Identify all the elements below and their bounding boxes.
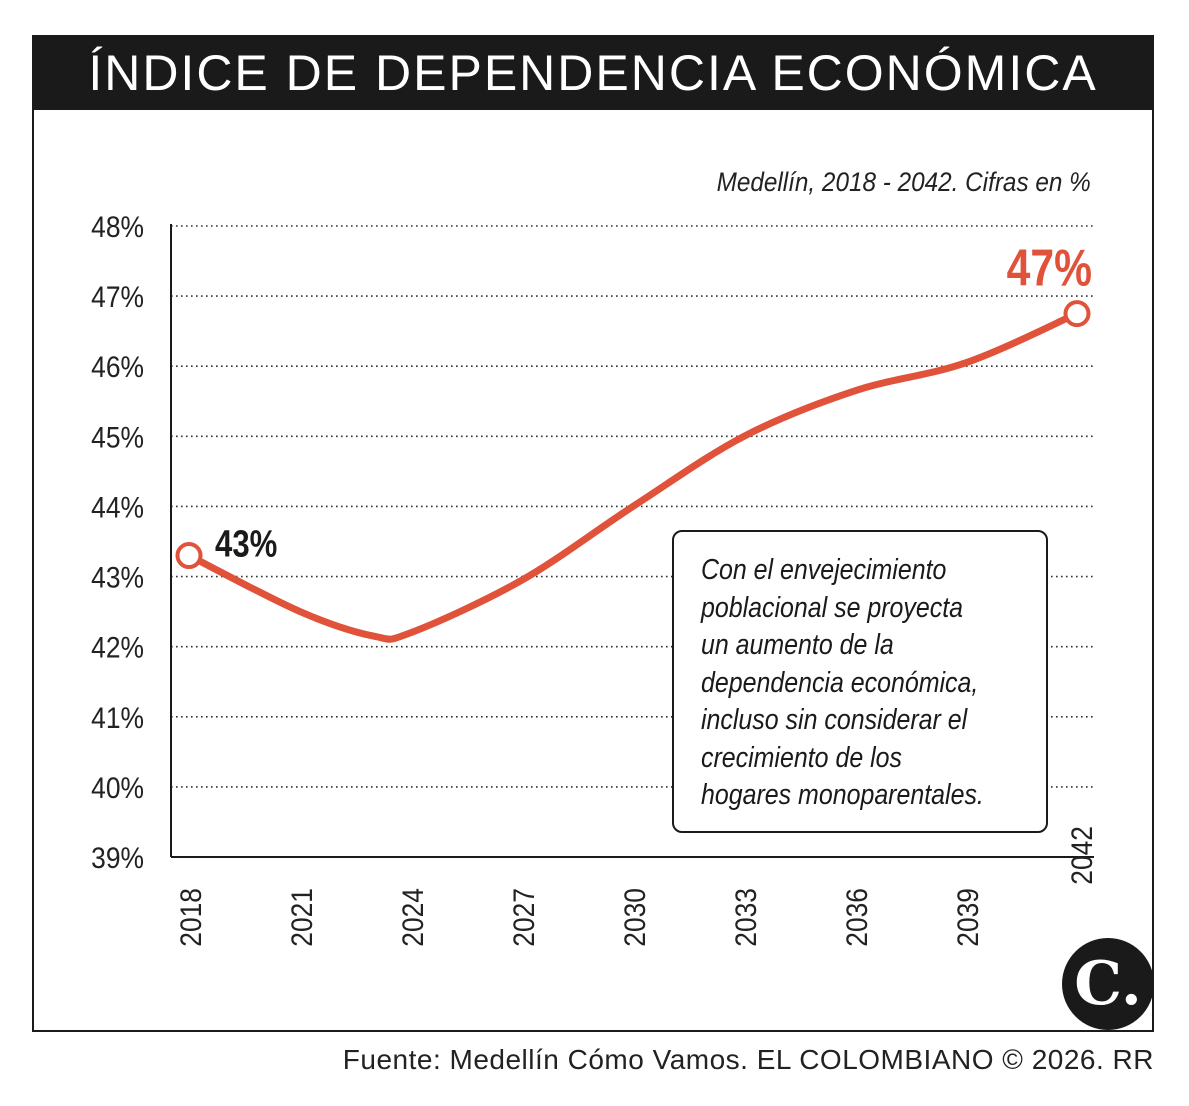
chart-subtitle: Medellín, 2018 - 2042. Cifras en % (716, 167, 1091, 197)
x-tick-label: 2018 (173, 888, 207, 947)
x-tick-labels: 2018 2021 2024 2027 2030 2033 2036 2039 2042 (173, 826, 1098, 947)
chart-title: ÍNDICE DE DEPENDENCIA ECONÓMICA (32, 35, 1154, 110)
y-tick-label: 42% (91, 630, 144, 664)
annotation-line: dependencia económica, (701, 666, 979, 699)
x-tick-label: 2027 (506, 888, 540, 947)
start-value-label: 43% (215, 524, 277, 566)
series-line (185, 310, 1081, 643)
source-credit: Fuente: Medellín Cómo Vamos. EL COLOMBIA… (342, 1044, 1154, 1075)
end-point-marker (1063, 300, 1091, 328)
y-tick-label: 40% (91, 770, 144, 804)
annotation-line: un aumento de la (701, 629, 894, 661)
annotation-line: incluso sin considerar el (701, 704, 968, 736)
start-point-marker (175, 542, 203, 570)
y-tick-label: 44% (91, 490, 144, 524)
axes (170, 224, 1094, 858)
x-tick-label: 2036 (839, 888, 873, 947)
y-tick-label: 41% (91, 700, 144, 734)
annotation-line: crecimiento de los (701, 741, 902, 774)
y-tick-labels: 48% 47% 46% 45% 44% 43% 42% 41% 40% 39% (91, 209, 144, 874)
x-tick-label: 2033 (728, 888, 762, 947)
y-tick-label: 48% (91, 209, 144, 243)
x-tick-label: 2030 (617, 888, 651, 947)
x-tick-label: 2021 (284, 888, 318, 947)
y-tick-label: 47% (91, 280, 144, 314)
y-tick-label: 45% (91, 420, 144, 454)
annotation-line: poblacional se proyecta (701, 591, 964, 624)
y-tick-label: 46% (91, 350, 144, 384)
data-labels: 43% 47% (215, 240, 1092, 566)
el-colombiano-logo: C. (1062, 938, 1154, 1030)
y-tick-label: 39% (91, 840, 144, 874)
x-tick-label: 2024 (395, 888, 429, 947)
x-tick-label: 2042 (1064, 826, 1098, 885)
y-tick-label: 43% (91, 560, 144, 594)
annotation-line: hogares monoparentales. (701, 779, 984, 811)
annotation-line: Con el envejecimiento (701, 554, 947, 586)
series-layer (175, 300, 1091, 643)
x-tick-label: 2039 (950, 888, 984, 947)
chart-frame (32, 35, 1154, 1032)
end-value-label: 47% (1007, 240, 1092, 298)
annotation-box: Con el envejecimiento poblacional se pro… (672, 530, 1048, 833)
